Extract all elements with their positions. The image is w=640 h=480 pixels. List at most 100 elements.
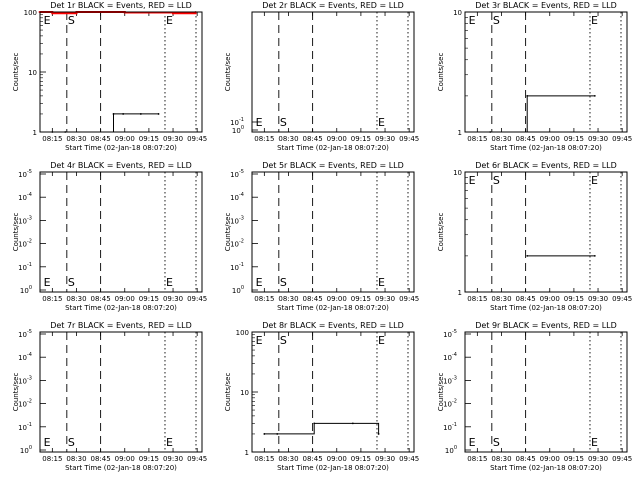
x-tick-label: 08:30 <box>491 455 511 463</box>
plot-frame <box>251 171 415 293</box>
marker-e: E <box>166 14 173 27</box>
x-tick-label: 08:45 <box>303 295 323 303</box>
x-tick-label: 08:30 <box>278 135 298 143</box>
marker-s: S <box>280 334 287 347</box>
y-tick-label: 10 <box>453 9 462 17</box>
y-tick-label: 1 <box>458 289 462 297</box>
panel-title: Det 2r BLACK = Events, RED = LLD <box>262 1 404 10</box>
marker-e: E <box>378 276 385 289</box>
marker-s: S <box>68 436 75 449</box>
y-tick-label: 10-1 <box>230 117 244 127</box>
data-point <box>172 12 174 15</box>
x-tick-label: 09:00 <box>327 455 347 463</box>
marker-s: S <box>493 14 500 27</box>
x-tick-label: 08:30 <box>491 295 511 303</box>
y-tick-label: 10-2 <box>443 399 457 409</box>
data-point <box>351 422 354 425</box>
x-tick-label: 08:30 <box>66 135 86 143</box>
x-tick-label: 09:00 <box>327 135 347 143</box>
plot-frame <box>464 331 628 453</box>
y-tick-label: 10-2 <box>230 239 244 249</box>
y-tick-label: 1 <box>33 129 37 137</box>
data-point <box>122 113 125 115</box>
panel-title: Det 3r BLACK = Events, RED = LLD <box>475 1 617 10</box>
y-tick-label: 10-5 <box>443 329 457 339</box>
x-axis-label: Start Time (02-Jan-18 08:07:20) <box>277 464 389 472</box>
data-point <box>157 113 160 115</box>
y-axis-label: Counts/sec <box>437 213 445 252</box>
x-tick-label: 09:30 <box>163 135 183 143</box>
y-axis-label: Counts/sec <box>224 373 232 412</box>
y-tick-label: 100 <box>236 329 249 337</box>
data-point <box>593 254 596 257</box>
panel-det-3: Det 3r BLACK = Events, RED = LLD 08:15 08:… <box>437 1 632 152</box>
y-axis-label: Counts/sec <box>437 373 445 412</box>
x-tick-label: 08:15 <box>42 295 62 303</box>
x-axis-label: Start Time (02-Jan-18 08:07:20) <box>277 144 389 152</box>
x-tick-label: 08:30 <box>66 295 86 303</box>
x-tick-label: 09:00 <box>115 295 135 303</box>
y-tick-label: 1 <box>458 129 462 137</box>
x-tick-label: 09:00 <box>540 135 560 143</box>
data-point <box>526 254 529 257</box>
panel-det-8: Det 8r BLACK = Events, RED = LLD 08:15 08:… <box>224 321 419 472</box>
y-tick-label: 10 <box>28 69 37 77</box>
y-tick-label: 100 <box>232 285 244 295</box>
panel-title: Det 1r BLACK = Events, RED = LLD <box>50 1 192 10</box>
x-tick-label: 09:45 <box>612 135 632 143</box>
y-tick-label: 10-1 <box>230 262 244 272</box>
marker-e: E <box>166 276 173 289</box>
x-axis-label: Start Time (02-Jan-18 08:07:20) <box>490 144 602 152</box>
x-tick-label: 09:00 <box>327 295 347 303</box>
panel-title: Det 7r BLACK = Events, RED = LLD <box>50 321 192 330</box>
y-tick-label: 10-5 <box>230 169 244 179</box>
x-tick-label: 09:30 <box>588 295 608 303</box>
data-point <box>377 433 380 435</box>
y-tick-label: 10-4 <box>443 352 457 362</box>
x-tick-label: 08:15 <box>42 135 62 143</box>
marker-e: E <box>469 436 476 449</box>
x-axis-label: Start Time (02-Jan-18 08:07:20) <box>65 464 177 472</box>
y-axis-label: Counts/sec <box>224 213 232 252</box>
x-axis-label: Start Time (02-Jan-18 08:07:20) <box>65 144 177 152</box>
marker-e: E <box>591 436 598 449</box>
x-tick-label: 09:15 <box>564 135 584 143</box>
marker-e: E <box>256 334 263 347</box>
plot-frame <box>39 11 203 133</box>
x-tick-label: 08:15 <box>467 455 487 463</box>
panel-title: Det 4r BLACK = Events, RED = LLD <box>50 161 192 170</box>
y-tick-label: 10-4 <box>230 192 244 202</box>
y-tick-label: 10 <box>453 169 462 177</box>
data-point <box>526 94 529 97</box>
x-tick-label: 09:00 <box>540 295 560 303</box>
marker-e: E <box>378 334 385 347</box>
marker-e: E <box>256 116 263 129</box>
x-tick-label: 08:45 <box>303 455 323 463</box>
marker-s: S <box>280 116 287 129</box>
x-tick-label: 09:15 <box>351 295 371 303</box>
y-tick-label: 10-5 <box>18 169 32 179</box>
panel-title: Det 8r BLACK = Events, RED = LLD <box>262 321 404 330</box>
series-events <box>264 422 380 435</box>
marker-s: S <box>280 276 287 289</box>
y-tick-label: 100 <box>20 445 32 455</box>
panel-det-2: Det 2r BLACK = Events, RED = LLD 08:15 08:… <box>224 1 419 152</box>
x-tick-label: 09:30 <box>375 455 395 463</box>
x-tick-label: 08:45 <box>516 295 536 303</box>
x-tick-label: 09:15 <box>139 455 159 463</box>
panel-det-6: Det 6r BLACK = Events, RED = LLD 08:15 08:… <box>437 161 632 312</box>
panel-title: Det 6r BLACK = Events, RED = LLD <box>475 161 617 170</box>
y-axis-label: Counts/sec <box>437 53 445 92</box>
x-axis-label: Start Time (02-Jan-18 08:07:20) <box>277 304 389 312</box>
marker-s: S <box>68 14 75 27</box>
x-tick-label: 08:45 <box>516 455 536 463</box>
plot-frame <box>39 171 203 293</box>
panel-title: Det 5r BLACK = Events, RED = LLD <box>262 161 404 170</box>
plot-frame <box>251 11 415 133</box>
marker-e: E <box>166 436 173 449</box>
x-tick-label: 09:45 <box>187 295 207 303</box>
y-tick-label: 10-1 <box>18 422 32 432</box>
series-events <box>490 95 595 133</box>
y-tick-label: 10-3 <box>443 375 457 385</box>
marker-e: E <box>44 276 51 289</box>
